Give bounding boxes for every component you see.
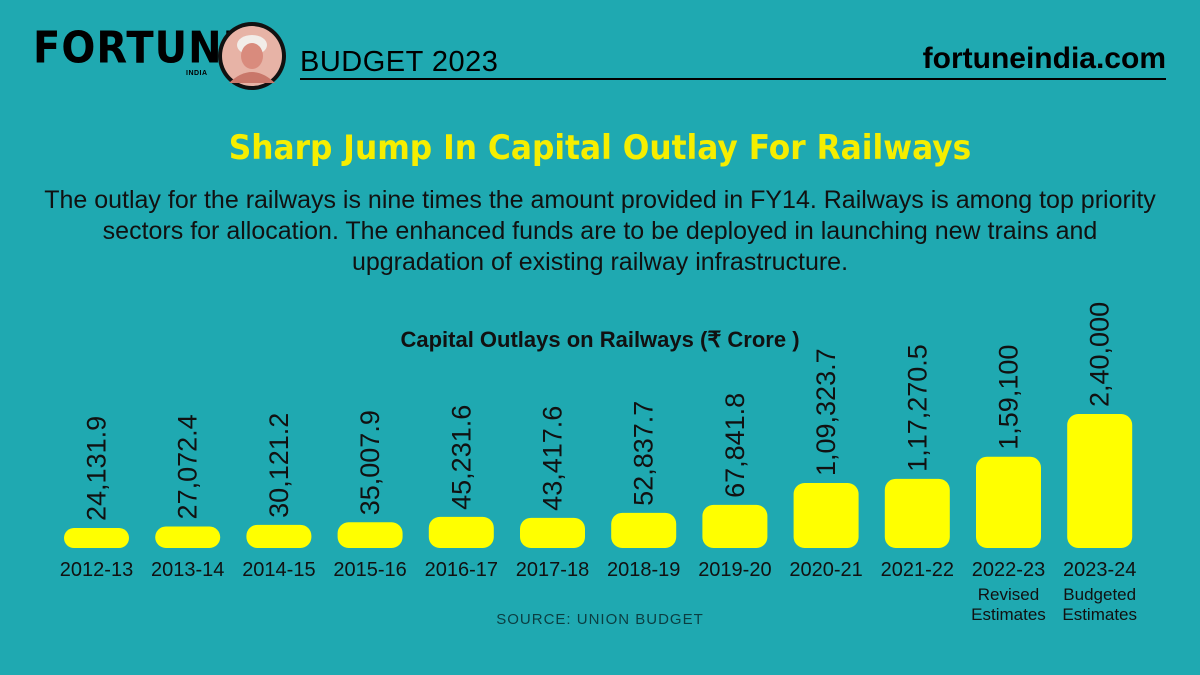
value-label: 2,40,000: [1085, 302, 1115, 407]
bar-2023-24: [1067, 414, 1133, 548]
bar-2017-18: [520, 517, 585, 548]
section-title: BUDGET 2023: [300, 46, 499, 78]
value-label: 27,072.4: [173, 414, 203, 519]
category-label: 2017-18: [516, 559, 589, 581]
headline: Sharp Jump In Capital Outlay For Railway…: [228, 128, 972, 168]
bar-2021-22: [884, 478, 950, 548]
value-label: 67,841.8: [720, 393, 750, 498]
description: The outlay for the railways is nine time…: [44, 186, 1156, 276]
value-label: 24,131.9: [82, 416, 112, 521]
category-label: 2023-24: [1063, 559, 1136, 581]
category-label: 2013-14: [151, 559, 224, 581]
value-label: 43,417.6: [538, 406, 568, 511]
category-note: Budgeted Estimates: [1062, 585, 1137, 624]
site-url[interactable]: fortuneindia.com: [922, 42, 1166, 75]
bar-2015-16: [337, 522, 403, 548]
category-note: Revised Estimates: [971, 585, 1046, 624]
value-label: 1,59,100: [994, 345, 1024, 450]
bar-2014-15: [246, 524, 312, 548]
value-label: 30,121.2: [264, 413, 294, 518]
bar-2022-23: [976, 456, 1041, 548]
bar-2018-19: [611, 512, 677, 548]
source-note: SOURCE: UNION BUDGET: [496, 611, 704, 628]
category-label: 2022-23: [972, 559, 1045, 581]
value-label: 52,837.7: [629, 401, 659, 506]
bar-2019-20: [702, 504, 768, 548]
category-label: 2020-21: [789, 559, 862, 581]
bar-2012-13: [64, 528, 129, 548]
value-label: 45,231.6: [446, 405, 476, 510]
category-label: 2015-16: [333, 559, 406, 581]
value-label: 1,09,323.7: [811, 348, 841, 476]
brand-logo: FORTUNE: [33, 22, 251, 74]
header-rule: [300, 78, 1166, 80]
avatar: [218, 22, 286, 90]
category-label: 2012-13: [60, 559, 133, 581]
category-label: 2021-22: [881, 559, 954, 581]
category-label: 2019-20: [698, 559, 771, 581]
value-label: 1,17,270.5: [902, 344, 932, 472]
category-label: 2014-15: [242, 559, 315, 581]
category-label: 2018-19: [607, 559, 680, 581]
category-label: 2016-17: [425, 559, 498, 581]
bar-2020-21: [793, 483, 859, 548]
bar-2016-17: [428, 516, 494, 548]
bar-2013-14: [155, 526, 221, 548]
brand-sub: INDIA: [186, 70, 208, 77]
chart-title: Capital Outlays on Railways (₹ Crore ): [400, 327, 800, 352]
value-label: 35,007.9: [355, 410, 385, 515]
